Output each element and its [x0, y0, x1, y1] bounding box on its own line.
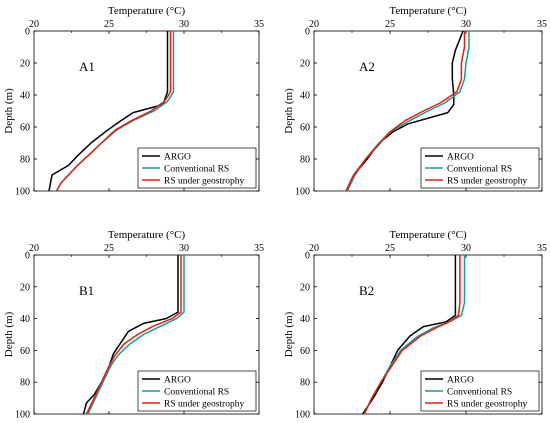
x-tick-label: 35 [254, 19, 264, 30]
y-tick-label: 60 [20, 346, 30, 357]
x-tick-label: 30 [461, 19, 471, 30]
series-line-rs-under-geostrophy [55, 31, 172, 192]
legend-label: RS under geostrophy [164, 177, 244, 187]
legend-label: Conventional RS [164, 165, 229, 175]
y-tick-label: 40 [300, 91, 310, 102]
x-tick-label: 25 [104, 19, 114, 30]
legend: ARGO Conventional RS RS under geostrophy [420, 147, 540, 189]
x-tick-label: 35 [537, 243, 547, 254]
x-tick-label: 30 [461, 243, 471, 254]
legend-label: Conventional RS [164, 388, 229, 398]
legend-label: Conventional RS [447, 388, 512, 398]
y-tick-label: 0 [25, 251, 30, 262]
panel-label: B2 [359, 283, 374, 298]
y-axis-title: Depth (m) [283, 311, 295, 357]
legend: ARGO Conventional RS RS under geostrophy [137, 147, 257, 189]
y-axis-title: Depth (m) [3, 88, 15, 134]
x-tick-label: 30 [179, 243, 189, 254]
y-tick-label: 80 [300, 378, 310, 389]
x-tick-label: 30 [179, 19, 189, 30]
y-tick-label: 80 [20, 155, 30, 166]
x-tick-label: 35 [254, 243, 264, 254]
x-tick-label: 20 [309, 19, 319, 30]
x-tick-label: 20 [309, 243, 319, 254]
legend: ARGO Conventional RS RS under geostrophy [137, 370, 257, 412]
series-line-argo [361, 255, 457, 415]
y-tick-label: 40 [20, 91, 30, 102]
series-line-conventional-rs [87, 255, 185, 415]
y-tick-label: 60 [20, 123, 30, 134]
y-tick-label: 0 [305, 251, 310, 262]
legend-label: ARGO [164, 376, 191, 386]
y-tick-label: 20 [300, 59, 310, 70]
legend-label: ARGO [447, 153, 474, 163]
x-axis-title: Temperature (°C) [108, 229, 186, 241]
y-tick-label: 20 [20, 59, 30, 70]
y-tick-label: 60 [300, 346, 310, 357]
y-tick-label: 100 [295, 187, 310, 198]
legend-label: RS under geostrophy [447, 400, 527, 410]
series-line-rs-under-geostrophy [363, 255, 461, 415]
y-tick-label: 0 [305, 27, 310, 38]
series-line-rs-under-geostrophy [345, 31, 466, 192]
x-tick-label: 20 [29, 243, 39, 254]
x-tick-label: 35 [537, 19, 547, 30]
y-tick-label: 20 [20, 282, 30, 293]
x-tick-label: 25 [385, 243, 395, 254]
y-tick-label: 80 [20, 378, 30, 389]
legend-label: RS under geostrophy [447, 177, 527, 187]
y-tick-label: 100 [15, 410, 30, 421]
y-tick-label: 100 [295, 410, 310, 421]
y-tick-label: 60 [300, 123, 310, 134]
panel-label: A2 [359, 59, 375, 74]
y-tick-label: 40 [20, 314, 30, 325]
legend: ARGO Conventional RS RS under geostrophy [420, 370, 540, 412]
series-line-argo [48, 31, 169, 192]
y-tick-label: 20 [300, 282, 310, 293]
legend-box [137, 147, 257, 189]
series-line-rs-under-geostrophy [85, 255, 182, 415]
x-axis-title: Temperature (°C) [108, 5, 186, 17]
x-axis-title: Temperature (°C) [389, 5, 467, 17]
legend-label: Conventional RS [447, 165, 512, 175]
y-tick-label: 80 [300, 155, 310, 166]
legend-label: ARGO [447, 376, 474, 386]
x-tick-label: 25 [385, 19, 395, 30]
y-axis-title: Depth (m) [283, 88, 295, 134]
y-tick-label: 100 [15, 187, 30, 198]
x-tick-label: 20 [29, 19, 39, 30]
legend-label: ARGO [164, 153, 191, 163]
y-axis-title: Depth (m) [3, 311, 15, 357]
panel-label: A1 [79, 59, 95, 74]
legend-label: RS under geostrophy [164, 400, 244, 410]
y-tick-label: 0 [25, 27, 30, 38]
panel-label: B1 [79, 283, 94, 298]
series-line-argo [82, 255, 179, 415]
y-tick-label: 40 [300, 314, 310, 325]
x-axis-title: Temperature (°C) [389, 229, 467, 241]
x-tick-label: 25 [104, 243, 114, 254]
